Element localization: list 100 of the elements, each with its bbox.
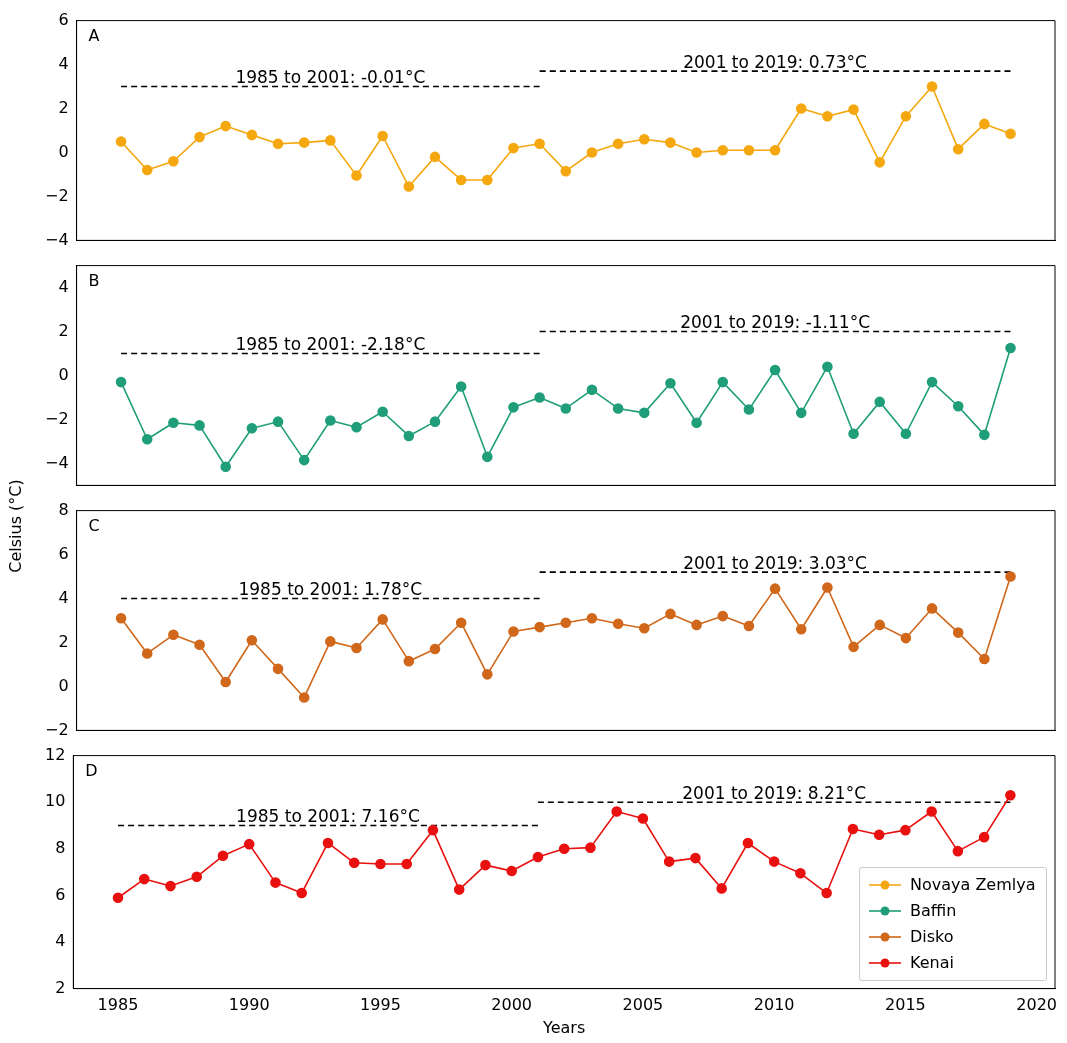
point (534, 138, 545, 149)
point (795, 407, 807, 419)
x-tick-label: 2005 (622, 995, 664, 1015)
point (1005, 342, 1016, 354)
y-axis-title: Celsius (°C) (5, 479, 25, 573)
y-tick-label: 6 (58, 543, 69, 563)
point (612, 138, 624, 149)
point (900, 632, 912, 644)
point (558, 843, 570, 855)
point (795, 103, 807, 114)
point (979, 429, 990, 441)
y-tick-label: 0 (58, 141, 69, 161)
point (769, 583, 781, 594)
point (717, 376, 729, 388)
point (165, 880, 176, 892)
point (560, 165, 572, 177)
point (246, 634, 258, 646)
point (403, 655, 415, 667)
point (112, 892, 124, 904)
point (1005, 571, 1016, 582)
point (638, 133, 650, 145)
point (717, 610, 729, 622)
y-tick-label: 2 (58, 97, 69, 117)
point (900, 110, 912, 122)
point (637, 813, 649, 824)
point (611, 806, 622, 817)
point (691, 619, 702, 631)
point (612, 403, 624, 414)
point (220, 676, 231, 688)
x-tick-label: 2010 (753, 995, 795, 1015)
point (217, 850, 229, 862)
point (586, 613, 598, 624)
annotation: A (88, 25, 100, 45)
point (375, 858, 386, 870)
point (220, 461, 231, 473)
point (508, 626, 519, 637)
point (298, 692, 310, 703)
point (141, 648, 153, 659)
point (168, 629, 179, 641)
annotation: D (85, 760, 98, 780)
point (453, 884, 465, 895)
annotation: C (88, 515, 100, 535)
y-tick-label: −4 (44, 452, 69, 472)
point (508, 142, 519, 154)
y-tick-label: 8 (58, 499, 69, 519)
series-label: 2001 to 2019: 0.73°C (683, 52, 867, 73)
point (298, 454, 310, 466)
point (663, 856, 675, 867)
point (115, 136, 127, 147)
y-tick-label: 10 (45, 791, 66, 811)
point (743, 404, 755, 415)
x-tick-label: 2015 (885, 995, 926, 1015)
x-tick-label: 2000 (491, 995, 533, 1015)
legend-label: Baffin (910, 900, 957, 920)
point (822, 361, 833, 373)
point (194, 420, 205, 431)
x-tick-label: 2020 (1016, 995, 1057, 1015)
annotation: B (88, 270, 100, 290)
point (377, 130, 388, 142)
y-tick-label: 6 (55, 884, 66, 904)
point (325, 415, 336, 426)
point (638, 622, 650, 634)
point (821, 887, 832, 899)
point (429, 151, 441, 163)
point (243, 838, 255, 850)
point (377, 614, 388, 625)
series-label: 1985 to 2001: 1.78°C (238, 579, 423, 600)
y-tick-label: 4 (58, 276, 69, 296)
legend-label: Novaya Zemlya (910, 874, 1036, 894)
point (848, 104, 859, 115)
point (168, 155, 179, 167)
point (508, 402, 519, 413)
point (926, 376, 938, 388)
point (351, 170, 362, 181)
point (874, 396, 886, 408)
point (900, 824, 911, 836)
point (926, 603, 938, 614)
series-label: 1985 to 2001: -0.01°C (235, 67, 426, 88)
y-tick-label: 12 (45, 744, 66, 764)
point (194, 639, 205, 650)
point (769, 364, 781, 376)
x-axis-title: Years (542, 1017, 586, 1037)
point (716, 883, 727, 894)
point (926, 806, 937, 817)
point (534, 621, 545, 633)
point (952, 627, 964, 638)
y-tick-label: 4 (58, 53, 69, 73)
point (638, 407, 650, 419)
point (1005, 128, 1016, 140)
point (532, 851, 544, 863)
point (455, 617, 467, 628)
series-label: 2001 to 2019: 8.21°C (682, 783, 867, 804)
point (560, 617, 572, 628)
point (690, 852, 701, 864)
point (482, 669, 493, 680)
legend-label: Disko (910, 926, 954, 946)
point (270, 877, 281, 888)
point (246, 422, 258, 434)
point (848, 428, 859, 440)
point (873, 829, 885, 841)
